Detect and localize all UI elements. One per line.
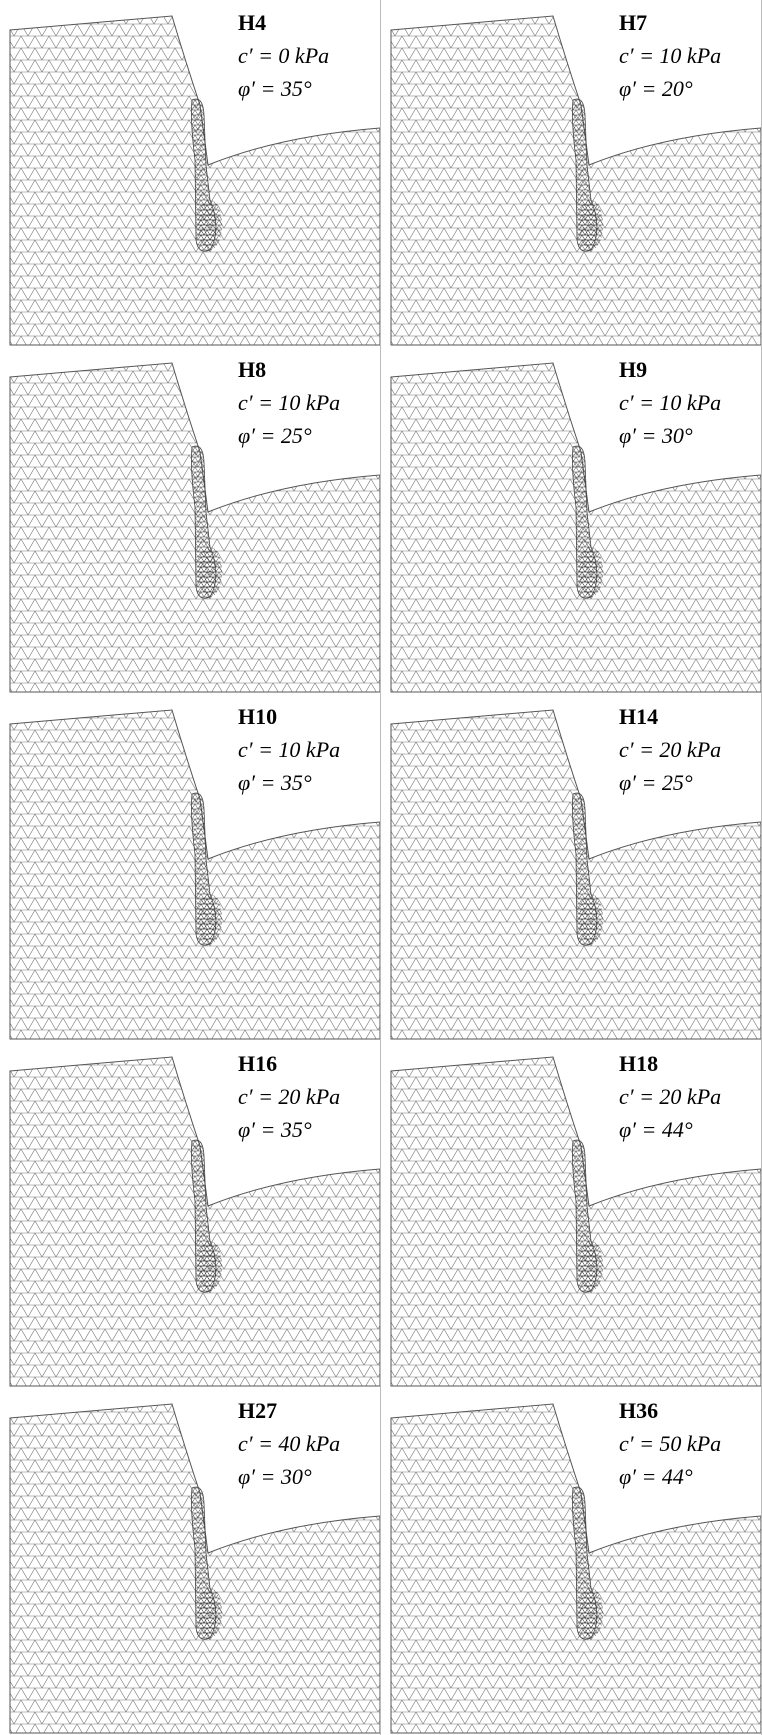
mesh-drawing: H8 c′ = 10 kPa φ′ = 25° [0, 347, 381, 694]
friction-label: φ′ = 25° [238, 423, 312, 448]
mesh-panel: H8 c′ = 10 kPa φ′ = 25° [0, 347, 381, 694]
dense-zone [198, 1588, 222, 1638]
cohesion-label: c′ = 20 kPa [238, 1084, 340, 1109]
mesh-panel: H14 c′ = 20 kPa φ′ = 25° [381, 694, 762, 1041]
panel-id: H7 [619, 10, 647, 35]
panel-id: H16 [238, 1051, 277, 1076]
panel-id: H4 [238, 10, 266, 35]
mesh-drawing: H18 c′ = 20 kPa φ′ = 44° [381, 1041, 762, 1388]
panel-id: H27 [238, 1398, 277, 1423]
panel-id: H14 [619, 704, 658, 729]
cohesion-label: c′ = 10 kPa [238, 737, 340, 762]
dense-zone [579, 200, 603, 250]
cohesion-label: c′ = 10 kPa [619, 390, 721, 415]
cohesion-label: c′ = 40 kPa [238, 1431, 340, 1456]
friction-label: φ′ = 35° [238, 770, 312, 795]
cohesion-label: c′ = 10 kPa [238, 390, 340, 415]
cohesion-label: c′ = 50 kPa [619, 1431, 721, 1456]
mesh-panel: H10 c′ = 10 kPa φ′ = 35° [0, 694, 381, 1041]
mesh-panel: H18 c′ = 20 kPa φ′ = 44° [381, 1041, 762, 1388]
panel-id: H18 [619, 1051, 658, 1076]
cohesion-label: c′ = 20 kPa [619, 737, 721, 762]
mesh-drawing: H7 c′ = 10 kPa φ′ = 20° [381, 0, 762, 347]
mesh-drawing: H9 c′ = 10 kPa φ′ = 30° [381, 347, 762, 694]
friction-label: φ′ = 20° [619, 76, 693, 101]
dense-zone [198, 547, 222, 597]
dense-zone [198, 200, 222, 250]
mesh-panel: H7 c′ = 10 kPa φ′ = 20° [381, 0, 762, 347]
panel-id: H8 [238, 357, 266, 382]
dense-zone [198, 1241, 222, 1291]
panel-id: H10 [238, 704, 277, 729]
cohesion-label: c′ = 0 kPa [238, 43, 329, 68]
mesh-drawing: H16 c′ = 20 kPa φ′ = 35° [0, 1041, 381, 1388]
mesh-panel: H27 c′ = 40 kPa φ′ = 30° [0, 1388, 381, 1735]
figure: H4 c′ = 0 kPa φ′ = 35° H7 c′ = 10 kPa φ′ = 20… [0, 0, 762, 1735]
dense-zone [579, 894, 603, 944]
mesh-drawing: H14 c′ = 20 kPa φ′ = 25° [381, 694, 762, 1041]
mesh-drawing: H10 c′ = 10 kPa φ′ = 35° [0, 694, 381, 1041]
cohesion-label: c′ = 10 kPa [619, 43, 721, 68]
mesh-panel: H9 c′ = 10 kPa φ′ = 30° [381, 347, 762, 694]
mesh-panel: H36 c′ = 50 kPa φ′ = 44° [381, 1388, 762, 1735]
friction-label: φ′ = 25° [619, 770, 693, 795]
friction-label: φ′ = 35° [238, 1117, 312, 1142]
panel-id: H9 [619, 357, 647, 382]
mesh-drawing: H27 c′ = 40 kPa φ′ = 30° [0, 1388, 381, 1735]
friction-label: φ′ = 30° [619, 423, 693, 448]
dense-zone [198, 894, 222, 944]
cohesion-label: c′ = 20 kPa [619, 1084, 721, 1109]
dense-zone [579, 547, 603, 597]
mesh-drawing: H4 c′ = 0 kPa φ′ = 35° [0, 0, 381, 347]
panel-id: H36 [619, 1398, 658, 1423]
friction-label: φ′ = 44° [619, 1117, 693, 1142]
friction-label: φ′ = 30° [238, 1464, 312, 1489]
friction-label: φ′ = 35° [238, 76, 312, 101]
mesh-drawing: H36 c′ = 50 kPa φ′ = 44° [381, 1388, 762, 1735]
dense-zone [579, 1588, 603, 1638]
mesh-panel: H16 c′ = 20 kPa φ′ = 35° [0, 1041, 381, 1388]
friction-label: φ′ = 44° [619, 1464, 693, 1489]
mesh-panel: H4 c′ = 0 kPa φ′ = 35° [0, 0, 381, 347]
dense-zone [579, 1241, 603, 1291]
